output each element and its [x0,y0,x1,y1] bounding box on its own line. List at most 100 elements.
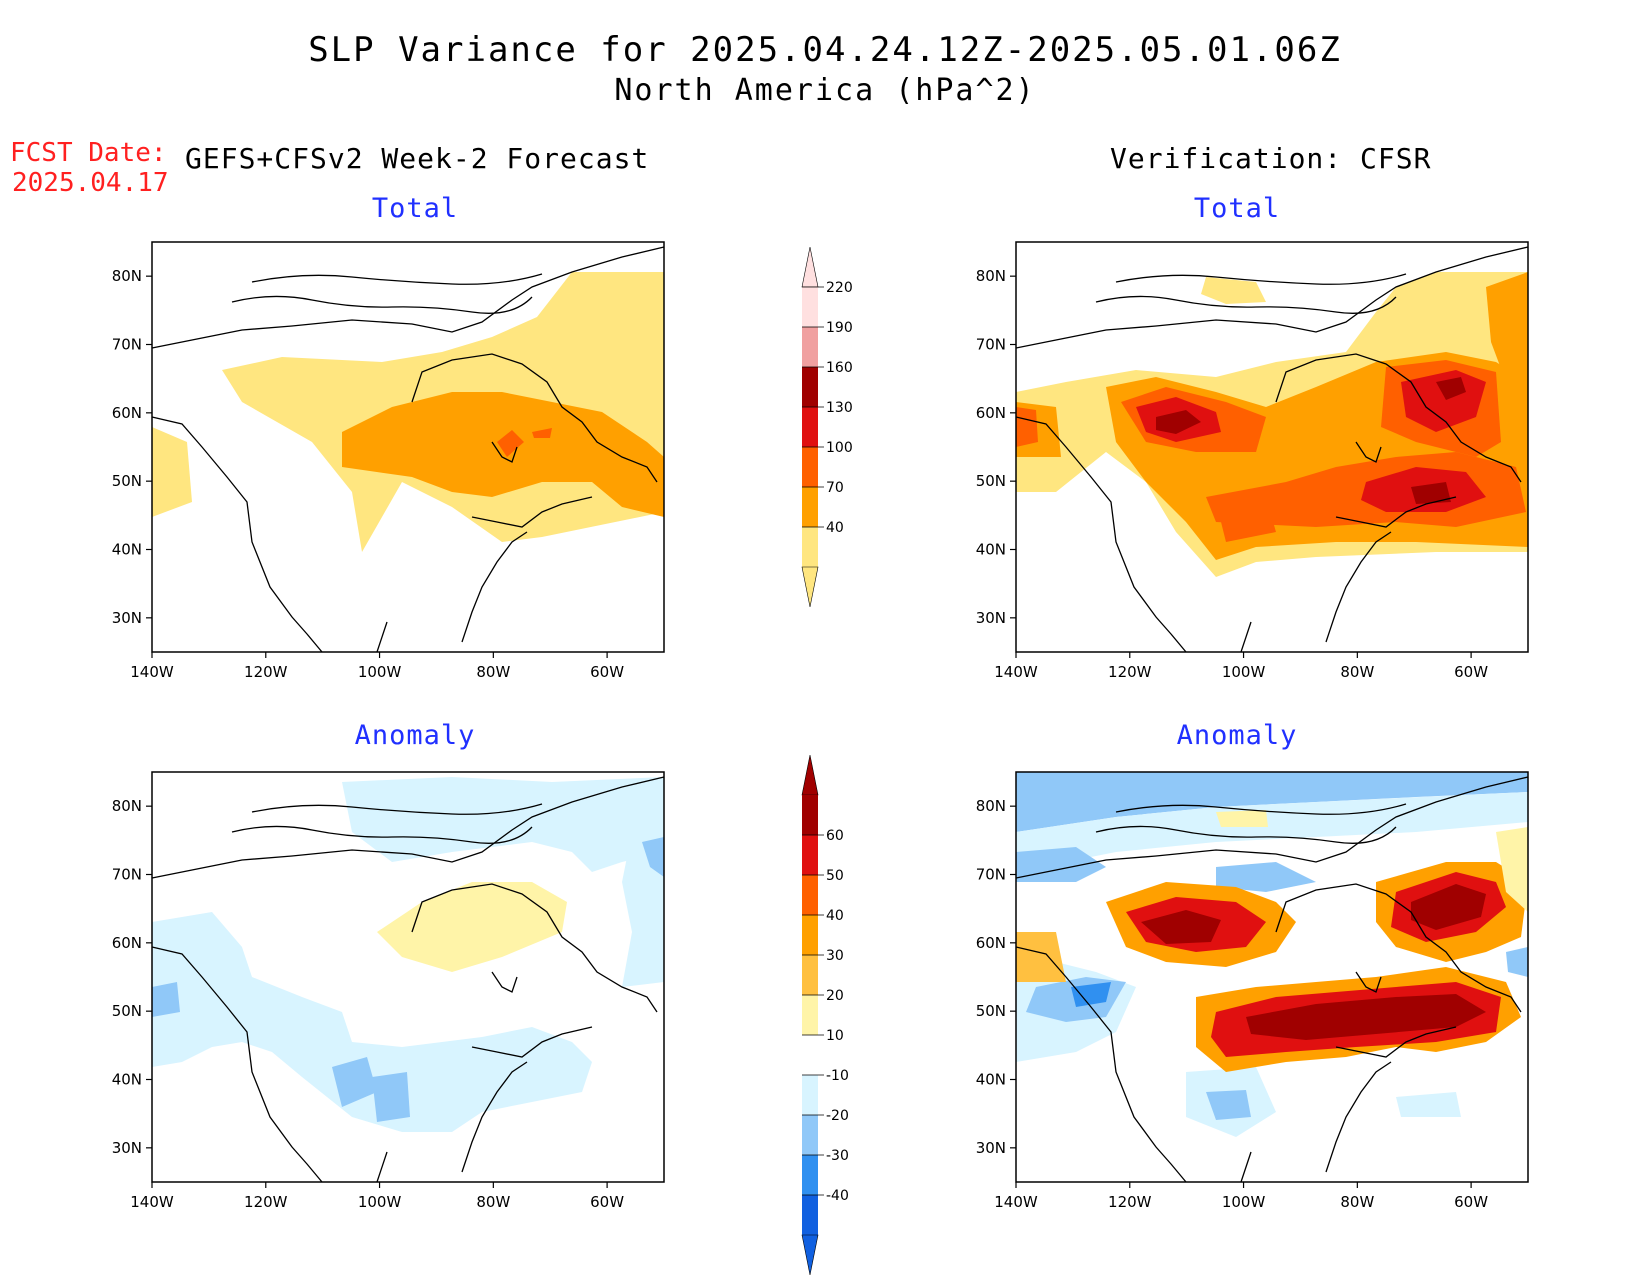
lat-tick-label: 40N [976,1071,1006,1089]
colorbar-label: -20 [826,1108,849,1124]
coastline-layer [151,776,665,1183]
map-frame [151,241,665,653]
colorbar-label: -40 [826,1188,849,1204]
colorbar-arrow-top [801,754,819,796]
map-panel-verification-total [1015,242,1529,653]
colorbar-box [802,367,818,407]
lon-tick-label: 100W [358,663,402,681]
lat-tick-label: 30N [112,1139,142,1157]
colorbar-label: 40 [826,520,844,536]
lat-tick-label: 80N [112,267,142,285]
colorbar-box [802,527,818,567]
coastline-layer [1015,776,1529,1183]
map-panel-forecast-total [151,242,665,653]
lon-tick-label: 120W [244,663,288,681]
lat-tick-label: 70N [112,866,142,884]
panel-title-forecast-total: Total [371,193,459,224]
colorbars: 40 70 100 130 160 190 220 -40 -30 -20 -10 10 20 30 40 5… [801,246,853,1275]
colorbar-box [802,1115,818,1155]
lon-tick-label: 80W [476,1193,510,1211]
lon-tick-label: 60W [1454,663,1488,681]
colorbar-box [802,327,818,367]
lon-tick-label: 120W [1108,1193,1152,1211]
lat-tick-label: 30N [976,609,1006,627]
lat-tick-label: 60N [112,404,142,422]
colorbar-box [802,1035,818,1075]
panel-title-verification-total: Total [1193,193,1281,224]
lat-tick-label: 60N [976,934,1006,952]
colorbar-box [802,1195,818,1235]
colorbar-arrow-bottom [801,1234,819,1275]
colorbar-arrow-bottom [801,566,819,608]
colorbar-label: 30 [826,948,844,964]
lon-tick-label: 100W [358,1193,402,1211]
map-frame [1015,771,1529,1183]
lat-tick-label: 50N [112,472,142,490]
coastline-layer [151,246,665,653]
shading-layer [1016,272,1528,577]
map-frames [151,241,1529,1183]
forecast-column-title: GEFS+CFSv2 Week-2 Forecast [185,142,650,175]
colorbar-label: 100 [826,440,853,456]
colorbar-label: 10 [826,1028,844,1044]
colorbar-label: 50 [826,868,844,884]
colorbar-label: -10 [826,1068,849,1084]
map-frame [151,771,665,1183]
colorbar-label: 160 [826,360,853,376]
lat-tick-label: 80N [976,797,1006,815]
lon-tick-label: 120W [1108,663,1152,681]
lon-tick-label: 60W [590,663,624,681]
colorbar-label: 40 [826,908,844,924]
lat-tick-label: 50N [976,1002,1006,1020]
lat-tick-label: 40N [112,541,142,559]
colorbar-box [802,875,818,915]
colorbar-box [802,487,818,527]
colorbar-box [802,835,818,875]
colorbar-label: 130 [826,400,853,416]
verification-column-title: Verification: CFSR [1110,142,1432,175]
colorbar-label: 20 [826,988,844,1004]
coastline-layer [1015,246,1529,653]
colorbar-box [802,447,818,487]
lon-tick-label: 100W [1222,663,1266,681]
lat-tick-label: 60N [976,404,1006,422]
lat-tick-label: 70N [112,336,142,354]
lat-tick-label: 50N [112,1002,142,1020]
colorbar-box [802,407,818,447]
colorbar-total: 40 70 100 130 160 190 220 [801,246,853,608]
map-panel-verification-anomaly [1015,772,1529,1183]
panel-title-forecast-anomaly: Anomaly [354,720,476,751]
colorbar-box [802,1155,818,1195]
main-subtitle: North America (hPa^2) [614,73,1036,108]
lon-tick-label: 120W [244,1193,288,1211]
lat-tick-label: 50N [976,472,1006,490]
colorbar-label: 190 [826,320,853,336]
lat-tick-label: 80N [976,267,1006,285]
lat-tick-label: 30N [976,1139,1006,1157]
lon-tick-label: 60W [1454,1193,1488,1211]
shading-layer [1016,772,1528,1137]
lat-tick-label: 40N [112,1071,142,1089]
colorbar-arrow-top [801,246,819,288]
fcst-date-label: FCST Date: [10,138,167,168]
lat-tick-label: 30N [112,609,142,627]
colorbar-box [802,795,818,835]
colorbar-label: 220 [826,280,853,296]
main-title: SLP Variance for 2025.04.24.12Z-2025.05.… [308,30,1342,70]
shading-layer [152,777,664,1132]
colorbar-box [802,995,818,1035]
lon-tick-label: 80W [1340,663,1374,681]
panel-title-verification-anomaly: Anomaly [1176,720,1298,751]
axis-ticks: 80N 70N 60N 50N 40N 30N 140W 120W 100W 80W 60W 80N 7… [112,267,1489,1211]
lat-tick-label: 60N [112,934,142,952]
lon-tick-label: 80W [1340,1193,1374,1211]
colorbar-anomaly: -40 -30 -20 -10 10 20 30 40 50 60 [801,754,849,1275]
colorbar-label: -30 [826,1148,849,1164]
map-frame [1015,241,1529,653]
lon-tick-label: 60W [590,1193,624,1211]
lon-tick-label: 140W [994,663,1038,681]
lat-tick-label: 80N [112,797,142,815]
map-panel-forecast-anomaly [151,772,665,1183]
lon-tick-label: 100W [1222,1193,1266,1211]
